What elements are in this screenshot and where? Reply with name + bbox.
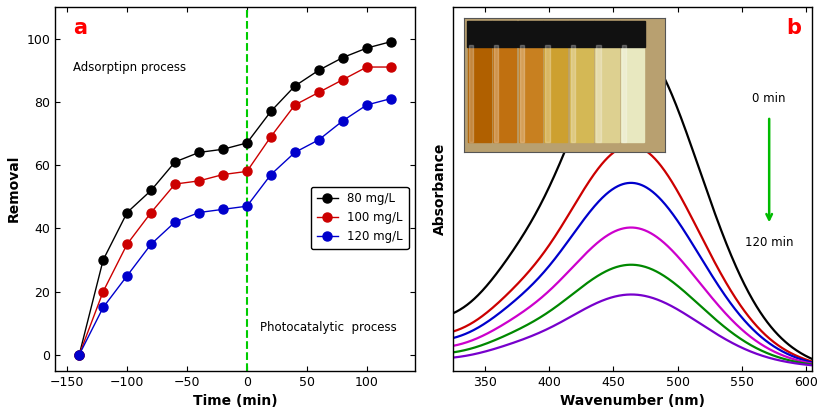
Text: b: b	[786, 18, 801, 38]
Line: 100 mg/L: 100 mg/L	[74, 63, 396, 359]
120 mg/L	[218, 207, 228, 212]
100 mg/L	[194, 178, 204, 183]
120 mg/L	[170, 220, 180, 225]
100 mg/L	[362, 65, 372, 70]
Y-axis label: Absorbance: Absorbance	[434, 143, 448, 235]
120 mg/L	[386, 96, 396, 101]
120 mg/L	[194, 210, 204, 215]
100 mg/L	[314, 90, 324, 95]
120 mg/L	[338, 118, 348, 123]
120 mg/L	[122, 273, 132, 278]
80 mg/L	[146, 188, 156, 193]
100 mg/L	[74, 352, 84, 357]
100 mg/L	[266, 134, 276, 139]
Text: Adsorptipn process: Adsorptipn process	[74, 61, 187, 75]
80 mg/L	[74, 352, 84, 357]
100 mg/L	[218, 172, 228, 177]
Y-axis label: Removal: Removal	[7, 155, 21, 222]
100 mg/L	[98, 289, 108, 294]
X-axis label: Wavenumber (nm): Wavenumber (nm)	[560, 394, 705, 408]
100 mg/L	[170, 181, 180, 186]
120 mg/L	[290, 150, 300, 155]
80 mg/L	[386, 39, 396, 44]
120 mg/L	[362, 103, 372, 107]
80 mg/L	[194, 150, 204, 155]
Text: 120 min: 120 min	[745, 236, 794, 249]
120 mg/L	[98, 305, 108, 310]
100 mg/L	[242, 169, 252, 174]
80 mg/L	[242, 140, 252, 145]
Text: 0 min: 0 min	[752, 92, 786, 105]
100 mg/L	[290, 103, 300, 107]
120 mg/L	[242, 204, 252, 209]
80 mg/L	[122, 210, 132, 215]
X-axis label: Time (min): Time (min)	[192, 394, 278, 408]
100 mg/L	[146, 210, 156, 215]
80 mg/L	[266, 109, 276, 114]
80 mg/L	[314, 68, 324, 73]
Line: 80 mg/L: 80 mg/L	[74, 37, 396, 359]
120 mg/L	[266, 172, 276, 177]
80 mg/L	[290, 83, 300, 88]
Text: Photocatalytic  process: Photocatalytic process	[260, 321, 396, 334]
Line: 120 mg/L: 120 mg/L	[74, 94, 396, 359]
100 mg/L	[122, 242, 132, 247]
120 mg/L	[146, 242, 156, 247]
80 mg/L	[218, 147, 228, 152]
80 mg/L	[170, 159, 180, 164]
120 mg/L	[74, 352, 84, 357]
Legend: 80 mg/L, 100 mg/L, 120 mg/L: 80 mg/L, 100 mg/L, 120 mg/L	[311, 187, 409, 249]
100 mg/L	[386, 65, 396, 70]
120 mg/L	[314, 137, 324, 142]
100 mg/L	[338, 77, 348, 82]
80 mg/L	[98, 257, 108, 262]
80 mg/L	[362, 46, 372, 51]
80 mg/L	[338, 55, 348, 60]
Text: a: a	[74, 18, 88, 38]
